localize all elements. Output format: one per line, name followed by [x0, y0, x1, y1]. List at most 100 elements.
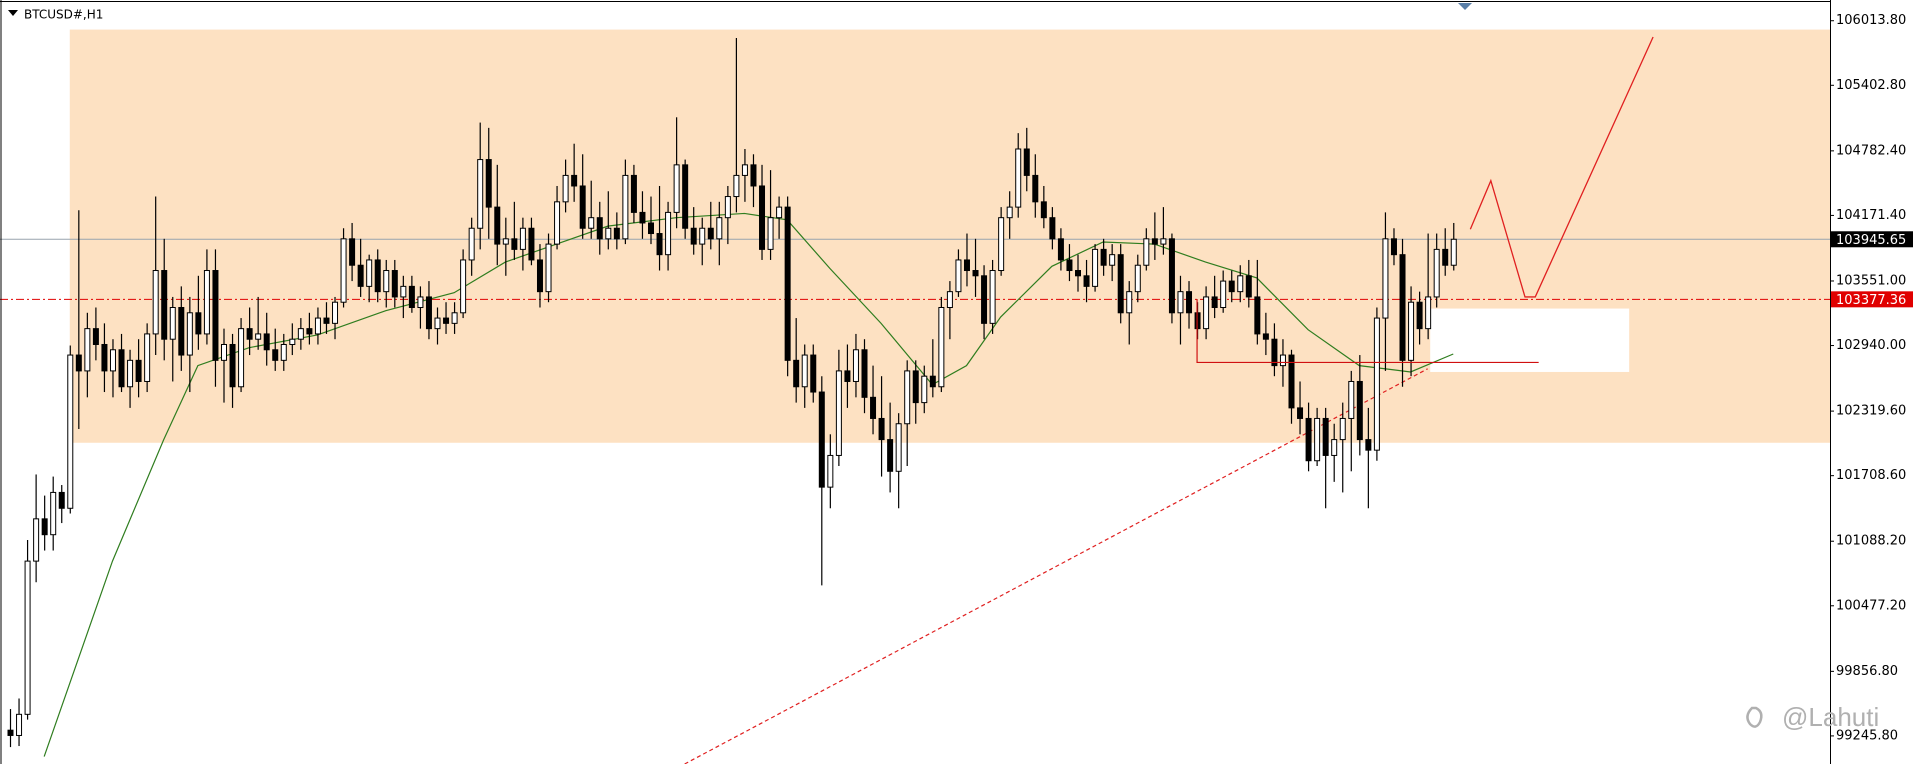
candle-body	[1160, 238, 1167, 245]
candle-body	[1151, 238, 1158, 245]
candle-body	[895, 423, 902, 472]
y-tick-label: 101088.20	[1836, 534, 1906, 549]
candle-body	[144, 333, 151, 382]
candle-body	[545, 243, 552, 293]
candle-body	[109, 349, 116, 372]
projection-line	[1469, 36, 1654, 298]
candle-body	[349, 238, 356, 266]
candle-body	[169, 307, 176, 340]
candle-body	[127, 359, 134, 388]
candle-body	[972, 270, 979, 277]
candle-body	[1433, 248, 1440, 298]
candle-body	[1040, 201, 1047, 219]
candle-body	[58, 491, 65, 509]
candle-body	[1228, 280, 1235, 293]
candle-body	[981, 275, 988, 324]
candle-body	[366, 259, 373, 287]
price-level-label: 103945.65	[1836, 233, 1906, 248]
candle-body	[238, 328, 245, 388]
y-tick-label: 100477.20	[1836, 598, 1906, 613]
zone	[69, 29, 1830, 443]
candle-body	[665, 211, 672, 256]
candle-body	[1399, 254, 1406, 361]
candle-body	[536, 259, 543, 293]
y-tick-label: 104171.40	[1836, 208, 1906, 223]
candle-body	[519, 227, 526, 250]
candle-body	[434, 317, 441, 330]
candle-body	[84, 328, 91, 372]
candle-body	[425, 296, 432, 330]
candle-body	[229, 343, 236, 388]
candle-body	[750, 164, 757, 187]
candle-body	[1126, 291, 1133, 314]
candle-body	[946, 291, 953, 309]
candle-body	[673, 164, 680, 213]
candle-body	[7, 729, 14, 736]
candle-body	[50, 491, 57, 536]
candle-body	[1083, 275, 1090, 287]
candle-body	[178, 307, 185, 356]
candle-body	[468, 227, 475, 261]
candle-body	[263, 333, 270, 351]
candle-body	[562, 174, 569, 203]
candle-body	[1356, 380, 1363, 441]
y-tick-label: 103551.00	[1836, 273, 1906, 288]
watermark: @Lahuti	[1782, 702, 1879, 732]
candle-body	[870, 396, 877, 419]
shift-marker	[1458, 3, 1472, 10]
candle-body	[1279, 354, 1286, 367]
candle-body	[1365, 439, 1372, 451]
candle-body	[212, 270, 219, 361]
candle-body	[443, 317, 450, 324]
candle-body	[1305, 417, 1312, 462]
y-tick-label: 106013.80	[1836, 13, 1906, 28]
candle-body	[314, 317, 321, 335]
candle-body	[152, 270, 159, 335]
support-line	[1196, 299, 1539, 364]
candle-body	[707, 227, 714, 240]
candle-body	[1015, 148, 1022, 208]
candle-body	[810, 354, 817, 393]
candle-body	[24, 560, 31, 715]
candle-body	[1416, 301, 1423, 330]
price-level-label: 103377.36	[1836, 293, 1906, 308]
candle-body	[921, 375, 928, 404]
candle-body	[1245, 275, 1252, 298]
candle-body	[502, 238, 509, 245]
watermark-icon	[1746, 706, 1763, 728]
y-tick-label: 102940.00	[1836, 338, 1906, 353]
candle-body	[357, 264, 364, 287]
candle-body	[793, 359, 800, 388]
candle-body	[1117, 254, 1124, 314]
candle-body	[998, 217, 1005, 272]
candle-body	[494, 206, 501, 245]
candle-body	[656, 233, 663, 256]
candle-body	[1390, 238, 1397, 256]
candle-body	[1075, 270, 1081, 277]
y-tick-label: 99245.80	[1836, 728, 1898, 743]
candle-body	[1425, 296, 1432, 330]
candle-body	[588, 217, 595, 229]
candle-body	[801, 354, 808, 388]
price-level-box	[1831, 291, 1913, 308]
candle-body	[41, 518, 48, 536]
candle-body	[963, 259, 970, 272]
candle-body	[400, 285, 407, 298]
candle-body	[835, 370, 842, 456]
candle-body	[1203, 296, 1210, 330]
watermark-icon-shape	[1746, 706, 1763, 728]
candle-body	[733, 174, 740, 198]
candle-body	[1092, 248, 1099, 287]
candle-body	[75, 354, 82, 372]
candle-body	[741, 164, 748, 176]
candle-body	[1408, 301, 1415, 361]
candle-body	[16, 713, 23, 736]
y-tick-label: 101708.60	[1836, 468, 1906, 483]
candle-body	[1288, 354, 1295, 409]
candle-body	[451, 312, 458, 324]
candle-body	[289, 338, 296, 345]
candle-body	[1006, 206, 1013, 219]
candle-body	[596, 217, 603, 240]
candle-body	[374, 259, 381, 293]
